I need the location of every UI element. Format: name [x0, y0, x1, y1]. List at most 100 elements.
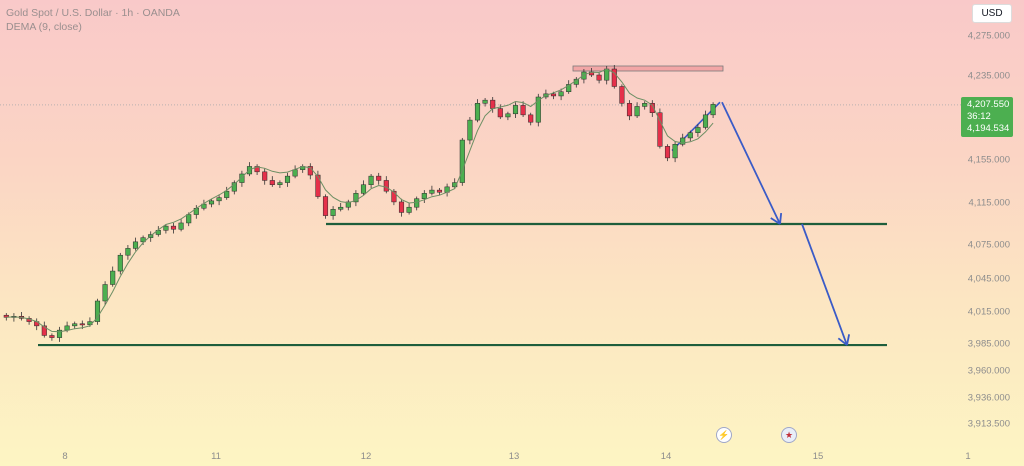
y-tick-label: 4,075.000 — [967, 239, 1010, 251]
y-tick-label: 4,115.000 — [968, 197, 1010, 209]
candle-up — [459, 139, 465, 183]
chart-legend: Gold Spot / U.S. Dollar · 1h · OANDA DEM… — [6, 6, 180, 34]
candle-up — [102, 284, 108, 302]
projection-arrow-2-head — [846, 334, 851, 346]
candle-up — [216, 197, 222, 202]
candle-down — [626, 103, 633, 117]
x-tick-label: 11 — [211, 451, 221, 462]
candle-up — [284, 175, 291, 183]
y-tick-label: 4,045.000 — [967, 273, 1010, 285]
dema-value: 4,194.534 — [967, 123, 1010, 134]
x-tick-label: 12 — [360, 451, 372, 462]
candle-up — [604, 68, 610, 81]
last-price-tag: 4,207.550 36:12 4,194.534 — [961, 97, 1013, 137]
candle-up — [695, 127, 701, 133]
candle-down — [315, 174, 321, 197]
candle-up — [512, 105, 519, 115]
candle-down — [269, 180, 275, 185]
candle-up — [330, 209, 336, 216]
candle-down — [79, 323, 85, 326]
candle-down — [619, 86, 625, 104]
candle-up — [56, 329, 63, 338]
candle-up — [231, 182, 237, 192]
candle-up — [710, 104, 716, 116]
candle-up — [566, 84, 572, 93]
candle-down — [322, 196, 329, 216]
candle-up — [634, 106, 640, 117]
candle-up — [421, 193, 427, 199]
candle-up — [345, 201, 351, 208]
candle-up — [360, 184, 367, 194]
candle-down — [528, 114, 534, 123]
candle-down — [520, 105, 526, 116]
candle-down — [596, 74, 602, 81]
candle-up — [125, 248, 131, 256]
candle-down — [49, 335, 55, 338]
y-tick-label: 4,275.000 — [967, 30, 1010, 42]
candle-up — [581, 71, 587, 80]
x-tick-label: 8 — [62, 451, 68, 462]
candle-up — [474, 103, 481, 121]
candle-up — [64, 325, 70, 331]
candle-down — [398, 201, 405, 213]
candle-up — [558, 91, 564, 97]
candle-down — [383, 180, 389, 192]
candle-down — [436, 189, 443, 193]
symbol-title: Gold Spot / U.S. Dollar · 1h · OANDA — [6, 7, 180, 19]
candle-up — [94, 300, 101, 322]
candle-up — [672, 144, 678, 159]
candle-up — [452, 182, 458, 188]
candle-up — [429, 189, 435, 194]
candle-up — [687, 132, 693, 139]
currency-button[interactable]: USD — [972, 4, 1012, 23]
candle-up — [239, 173, 245, 183]
candle-up — [338, 206, 344, 210]
candle-down — [391, 190, 397, 203]
resistance-zone — [572, 65, 724, 72]
candle-down — [657, 112, 663, 147]
x-tick-label: 15 — [812, 451, 824, 462]
candle-up — [117, 254, 123, 272]
candle-up — [163, 225, 169, 231]
candle-down — [550, 93, 557, 97]
x-tick-label: 14 — [660, 451, 672, 462]
candle-up — [178, 222, 184, 230]
projection-arrow-1-head — [779, 212, 783, 225]
bar-countdown: 36:12 — [967, 111, 991, 122]
candle-up — [292, 169, 298, 177]
projection-arrow-2 — [801, 223, 848, 346]
candle-down — [664, 146, 671, 159]
candle-up — [406, 206, 412, 213]
candle-up — [353, 193, 359, 203]
candle-up — [482, 99, 488, 104]
candle-down — [3, 314, 9, 318]
x-tick-label: 13 — [508, 451, 520, 462]
dema-line — [6, 68, 714, 333]
x-tick-label: 1 — [965, 451, 971, 462]
projection-arrow-1-head — [770, 217, 781, 225]
lightning-icon[interactable]: ⚡ — [716, 427, 732, 443]
y-tick-label: 3,985.000 — [967, 338, 1010, 350]
y-tick-label: 3,936.000 — [967, 392, 1010, 404]
us-flag-icon[interactable]: ★ — [781, 427, 797, 443]
candle-up — [72, 323, 78, 327]
candle-up — [642, 103, 648, 107]
last-price: 4,207.550 — [967, 99, 1010, 110]
candle-up — [132, 241, 139, 249]
candle-up — [467, 119, 473, 141]
candle-up — [110, 270, 116, 285]
candle-down — [376, 175, 382, 181]
candle-down — [649, 103, 655, 114]
candle-up — [224, 190, 230, 198]
candle-up — [208, 200, 215, 205]
y-tick-label: 4,235.000 — [967, 70, 1010, 82]
candle-down — [611, 68, 617, 87]
candle-up — [505, 113, 511, 118]
y-tick-label: 4,155.000 — [967, 154, 1010, 166]
candle-up — [277, 182, 283, 185]
candle-down — [262, 171, 268, 181]
candle-down — [497, 108, 503, 118]
y-tick-label: 4,015.000 — [967, 306, 1010, 318]
